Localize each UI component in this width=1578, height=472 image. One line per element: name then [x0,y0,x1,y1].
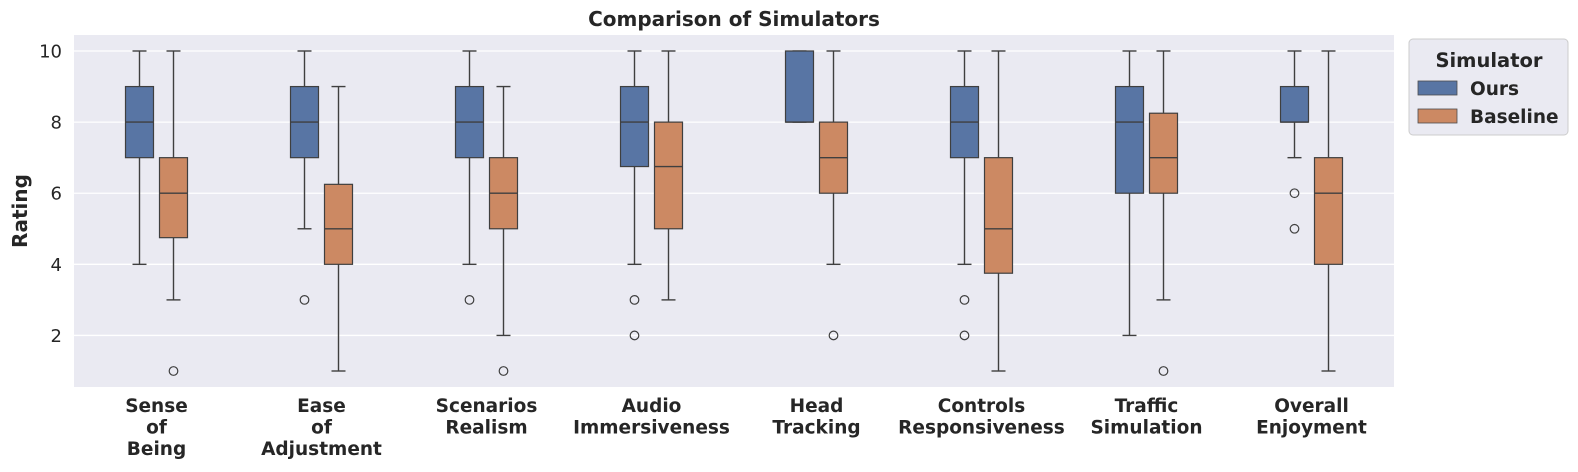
x-tick-label-line: Traffic [1115,396,1179,417]
x-tick-label-line: Being [127,439,186,460]
box-iqr [619,85,650,168]
x-tick-label-line: Overall [1274,396,1349,417]
x-tick-label-2: Scenarios Realism [436,396,538,439]
x-tick-label-line: Sense [125,396,188,417]
x-tick-label-5: Controls Responsiveness [898,396,1065,439]
outlier-point-1 [1289,223,1300,234]
box-baseline-1 [323,85,354,372]
outlier-point-0 [498,366,509,376]
chart-title: Comparison of Simulators [588,7,880,31]
box-iqr [158,157,189,239]
box-ours-0 [124,50,155,266]
x-tick-label-line: Tracking [772,418,860,439]
box-ours-3 [619,50,650,341]
y-axis-ticks: 2 4 6 8 10 [39,42,62,347]
x-tick-label-7: Overall Enjoyment [1256,396,1367,439]
outlier-point-0 [464,294,475,305]
y-tick-label-4: 4 [51,255,62,276]
legend: Simulator Ours Baseline [1408,38,1569,136]
x-tick-label-6: Traffic Simulation [1090,396,1202,439]
x-tick-label-0: Sense of Being [125,396,188,460]
x-tick-label-line: Audio [622,396,682,417]
box-iqr [983,157,1014,274]
x-tick-label-4: Head Tracking [772,396,860,439]
legend-label-baseline: Baseline [1470,107,1559,128]
box-iqr [323,183,354,265]
box-baseline-5 [983,50,1014,372]
outlier-point-0 [629,294,640,305]
legend-title: Simulator [1435,49,1542,72]
y-axis-label: Rating [8,174,32,248]
box-iqr [1148,112,1179,194]
box-iqr [1313,157,1344,265]
box-iqr [1114,85,1145,194]
x-tick-label-line: Enjoyment [1256,418,1367,439]
box-ours-4 [784,50,815,123]
x-tick-label-line: Adjustment [261,439,382,460]
outlier-point-1 [959,330,970,341]
box-ours-2 [454,50,485,305]
legend-swatch-baseline [1417,108,1458,124]
box-iqr [653,121,684,230]
x-tick-label-line: of [311,418,333,439]
outlier-point-0 [1289,188,1300,199]
y-tick-label-8: 8 [51,113,62,134]
x-tick-label-1: Ease of Adjustment [261,396,382,460]
x-tick-label-line: Responsiveness [898,418,1065,439]
x-tick-label-line: Controls [938,396,1026,417]
x-tick-label-line: Scenarios [436,396,538,417]
box-baseline-7 [1313,50,1344,372]
x-tick-label-line: Immersiveness [573,418,730,439]
x-tick-label-line: Head [790,396,844,417]
box-ours-1 [289,50,320,305]
box-ours-5 [949,50,980,341]
legend-label-ours: Ours [1470,79,1519,100]
box-iqr [1279,85,1310,123]
box-ours-6 [1114,50,1145,337]
outlier-point-1 [629,330,640,341]
box-baseline-6 [1148,50,1179,376]
plot-background [74,35,1394,387]
outlier-point-0 [168,366,179,376]
box-baseline-2 [488,85,519,376]
box-ours-7 [1279,50,1310,234]
x-tick-label-line: Simulation [1090,418,1202,439]
y-tick-label-10: 10 [39,42,62,63]
x-tick-label-line: Realism [445,418,527,439]
y-tick-label-2: 2 [51,326,62,347]
legend-swatch-ours [1417,80,1458,96]
box-baseline-3 [653,50,684,301]
outlier-point-0 [828,330,839,341]
boxes-layer [124,50,1344,376]
outlier-point-0 [299,294,310,305]
x-tick-label-line: of [146,418,168,439]
x-tick-label-3: Audio Immersiveness [573,396,730,439]
x-tick-label-line: Ease [297,396,346,417]
outlier-point-0 [1158,366,1169,376]
box-baseline-4 [818,50,849,341]
box-iqr [784,50,815,123]
box-baseline-0 [158,50,189,376]
y-tick-label-6: 6 [51,184,62,205]
outlier-point-0 [959,294,970,305]
